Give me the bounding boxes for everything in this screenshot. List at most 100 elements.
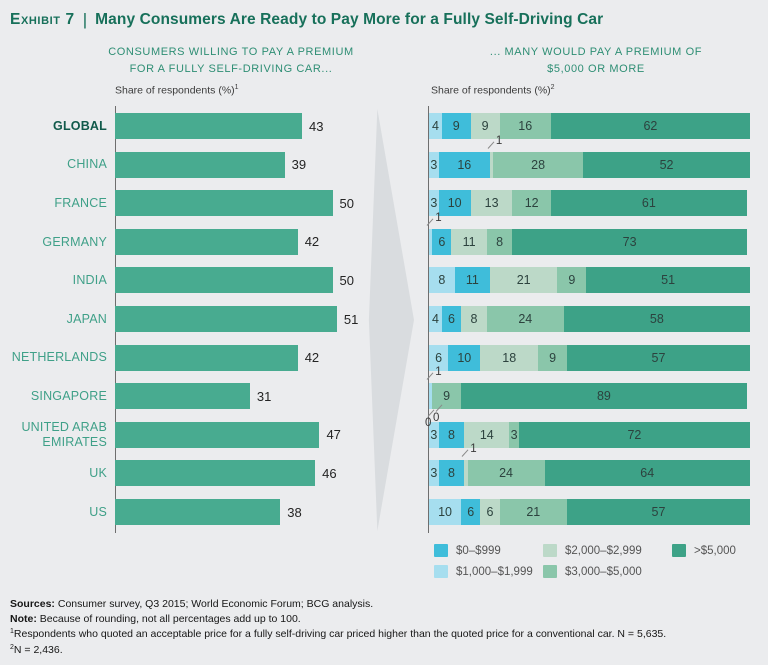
left-row-france: FRANCE 50 <box>0 190 354 217</box>
segment-japan-5-000: 58 <box>563 306 750 332</box>
segment-japan-1-000-1-999: 6 <box>441 306 462 332</box>
segment-value: 6 <box>486 505 494 519</box>
bar-value-united-arab-emirates: 47 <box>326 427 341 443</box>
right-subtitle-line1: ... MANY WOULD PAY A PREMIUM OF <box>489 46 703 58</box>
callout-value: 1 <box>495 134 503 147</box>
segment-value: 24 <box>499 466 513 481</box>
segment-global-0-999: 4 <box>429 113 442 139</box>
callout-0-singapore: 0 <box>433 404 455 425</box>
right-row-uk: 3 8 24 64 <box>429 460 750 487</box>
segment-value: 24 <box>518 312 533 326</box>
segment-india-3-000-5-000: 9 <box>557 267 587 294</box>
right-row-us: 10 6 6 21 57 <box>429 499 750 525</box>
segment-value: 9 <box>443 389 451 404</box>
footnote-2-marker: 2 <box>10 643 14 651</box>
segment-value: 12 <box>524 196 539 211</box>
callout-1-china: 1 <box>487 134 510 154</box>
segment-value: 57 <box>651 350 666 365</box>
segment-value: 3 <box>430 466 438 481</box>
left-row-china: CHINA 39 <box>0 151 306 178</box>
segment-us-0-999: 10 <box>429 499 462 525</box>
segment-value: 9 <box>568 273 576 288</box>
footnote-2: 2N = 2,436. <box>10 643 758 658</box>
transition-arrow-icon <box>368 109 414 531</box>
segment-india-1-000-1-999: 11 <box>454 267 490 294</box>
segment-value: 57 <box>651 505 666 519</box>
segment-value: 3 <box>430 196 438 211</box>
right-axis-footnote-marker: 2 <box>550 84 555 91</box>
segment-value: 10 <box>447 196 462 211</box>
exhibit-header: Exhibit 7 | Many Consumers Are Ready to … <box>10 9 603 29</box>
country-label-united-arab-emirates: UNITED ARAB EMIRATES <box>21 420 107 449</box>
segment-china-0-999: 3 <box>429 151 439 178</box>
segment-value: 52 <box>659 157 674 172</box>
callout-1-uk: 1 <box>461 444 484 462</box>
segment-germany-3-000-5-000: 8 <box>486 228 513 255</box>
segment-global-3-000-5-000: 16 <box>499 113 551 139</box>
segment-value: 62 <box>643 119 658 133</box>
right-row-germany: 6 11 8 73 <box>429 228 747 255</box>
callout-value: 0 <box>424 417 432 430</box>
country-label-japan: JAPAN <box>66 311 107 326</box>
segment-value: 10 <box>457 350 472 365</box>
left-axis-label-text: Share of respondents (%) <box>115 84 235 97</box>
segment-value: 14 <box>479 427 494 442</box>
right-row-japan: 4 6 8 24 58 <box>429 306 750 332</box>
segment-china-5-000: 52 <box>583 151 750 178</box>
segment-uk-0-999: 3 <box>429 460 439 487</box>
legend-label: $3,000–$5,000 <box>565 565 642 578</box>
bar-china <box>115 151 285 178</box>
segment-value: 18 <box>502 350 517 365</box>
segment-china-2-000-2-999 <box>489 151 494 178</box>
segment-value: 6 <box>435 350 443 365</box>
segment-value: 8 <box>438 273 446 288</box>
segment-value: 9 <box>549 350 557 365</box>
note-line: Note: Because of rounding, not all perce… <box>10 612 758 627</box>
country-label-global: GLOBAL <box>53 118 107 133</box>
segment-value: 6 <box>467 505 475 519</box>
segment-germany-0-999 <box>429 228 433 255</box>
segment-value: 9 <box>452 119 460 133</box>
segment-france-0-999: 3 <box>429 190 439 217</box>
segment-value: 6 <box>438 234 446 249</box>
segment-france-2-000-2-999: 13 <box>470 190 513 217</box>
segment-value: 8 <box>447 466 455 481</box>
callout-value: 0 <box>433 412 440 425</box>
footnotes: Sources: Consumer survey, Q3 2015; World… <box>10 597 758 658</box>
segment-china-3-000-5-000: 28 <box>493 151 584 178</box>
segment-united-arab-emirates-2-000-2-999: 14 <box>464 421 510 448</box>
segment-japan-0-999: 4 <box>429 306 442 332</box>
bar-value-germany: 42 <box>304 234 320 250</box>
segment-france-3-000-5-000: 12 <box>512 190 551 217</box>
right-row-india: 8 11 21 9 51 <box>429 267 750 294</box>
segment-us-5-000: 57 <box>567 499 750 525</box>
segment-netherlands-3-000-5-000: 9 <box>538 344 567 371</box>
callout-line <box>461 449 469 458</box>
bar-value-global: 43 <box>309 118 324 134</box>
segment-value: 8 <box>496 234 504 249</box>
segment-value: 28 <box>531 157 546 172</box>
bar-japan <box>115 306 337 332</box>
left-row-netherlands: NETHERLANDS 42 <box>0 344 319 371</box>
segment-india-0-999: 8 <box>429 267 455 294</box>
segment-france-5-000: 61 <box>550 190 747 217</box>
segment-singapore-3-000-5-000: 9 <box>432 383 462 410</box>
segment-global-5-000: 62 <box>550 113 750 139</box>
note-label: Note: <box>10 613 37 626</box>
segment-japan-3-000-5-000: 24 <box>486 306 564 332</box>
segment-value: 73 <box>622 234 637 249</box>
segment-value: 21 <box>526 505 541 519</box>
bar-india <box>115 267 333 294</box>
segment-germany-2-000-2-999: 11 <box>451 228 487 255</box>
header-separator: | <box>82 10 88 29</box>
right-row-global: 4 9 9 16 62 <box>429 113 750 139</box>
segment-value: 11 <box>462 234 476 249</box>
right-row-singapore: 9 89 <box>429 383 747 410</box>
bar-us <box>115 499 281 525</box>
segment-singapore-0-999 <box>429 383 433 410</box>
segment-value: 8 <box>470 312 478 326</box>
sources-label: Sources: <box>10 598 55 610</box>
segment-value: 3 <box>430 427 438 442</box>
segment-us-3-000-5-000: 21 <box>499 499 567 525</box>
segment-value: 13 <box>484 196 499 211</box>
